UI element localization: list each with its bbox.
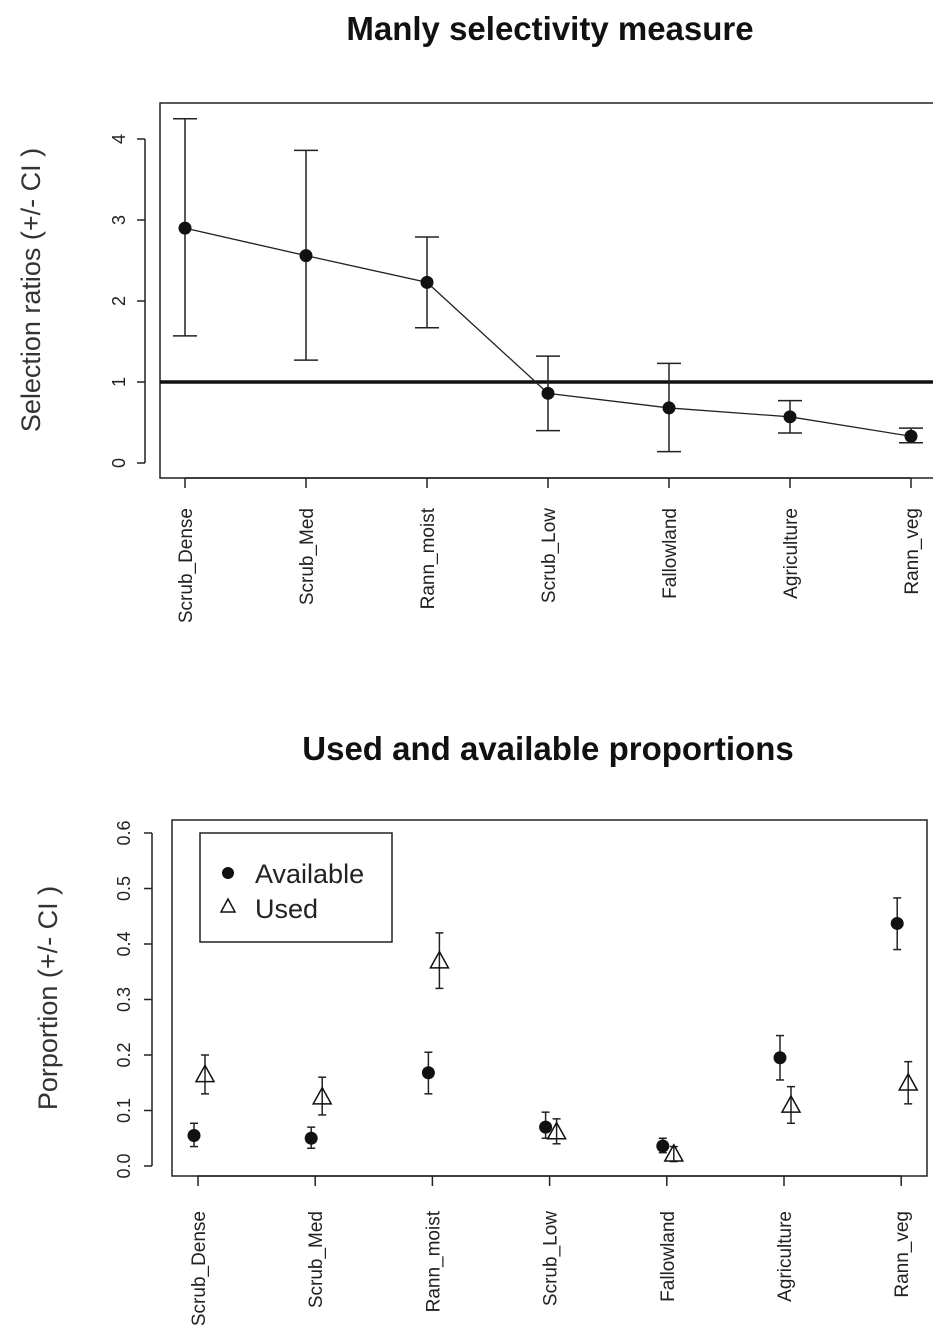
x-axis: Scrub_Dense Scrub_Med Rann_moist Scrub_Low F… <box>189 1175 913 1326</box>
x-tick-label: Rann_veg <box>902 508 923 595</box>
x-tick-label: Scrub_Med <box>306 1211 327 1308</box>
y-tick-label: 3 <box>109 215 129 225</box>
data-point-available <box>890 916 904 930</box>
y-tick-label: 0.5 <box>114 876 134 901</box>
y-tick-label: 0 <box>109 458 129 468</box>
series-marks <box>173 118 923 453</box>
y-axis-label: Porportion (+/- CI ) <box>33 886 63 1110</box>
data-point-used <box>663 1143 685 1162</box>
legend-marker-used <box>219 897 237 913</box>
y-tick-label: 4 <box>109 134 129 144</box>
x-tick-label: Scrub_Low <box>539 508 560 603</box>
y-axis: 0.0 0.1 0.2 0.3 0.4 0.5 0.6 <box>114 820 153 1179</box>
legend-box <box>199 832 393 943</box>
data-point-available <box>421 1066 435 1080</box>
data-point-used <box>311 1086 333 1105</box>
series-marks <box>187 897 919 1163</box>
x-tick-label: Fallowland <box>658 1211 679 1302</box>
data-point-available <box>304 1131 318 1145</box>
data-point <box>904 429 918 443</box>
y-tick-label: 0.1 <box>114 1098 134 1123</box>
data-point <box>541 386 555 400</box>
legend: Available Used <box>199 832 393 943</box>
y-axis: 0 1 2 3 4 <box>109 134 146 468</box>
legend-label-used: Used <box>255 894 318 924</box>
data-point-available <box>773 1051 787 1065</box>
data-point-used <box>429 950 450 969</box>
data-point <box>299 249 313 263</box>
data-point <box>178 221 192 235</box>
x-tick-label: Rann_veg <box>892 1211 913 1298</box>
y-tick-label: 0.4 <box>114 931 134 956</box>
y-tick-label: 0.2 <box>114 1042 134 1067</box>
x-tick-label: Rann_moist <box>418 507 439 609</box>
y-tick-label: 2 <box>109 296 129 306</box>
x-tick-label: Agriculture <box>781 508 802 599</box>
data-point-used <box>780 1094 802 1113</box>
x-tick-label: Scrub_Dense <box>189 1211 210 1326</box>
x-tick-label: Rann_moist <box>423 1210 444 1312</box>
data-point <box>420 275 434 289</box>
x-tick-label: Fallowland <box>660 508 681 599</box>
y-tick-label: 0.3 <box>114 987 134 1012</box>
y-tick-label: 0.0 <box>114 1153 134 1178</box>
legend-label-available: Available <box>255 859 364 889</box>
y-tick-label: 1 <box>109 377 129 387</box>
legend-marker-available <box>222 867 234 879</box>
proportions-chart: Used and available proportions Porportio… <box>33 730 928 1326</box>
y-axis-label: Selection ratios (+/- CI ) <box>16 148 46 432</box>
data-point-available <box>187 1128 201 1142</box>
x-tick-label: Scrub_Low <box>541 1211 562 1306</box>
y-tick-label: 0.6 <box>114 820 134 845</box>
selectivity-chart: Manly selectivity measure Selection rati… <box>16 10 933 623</box>
x-tick-label: Agriculture <box>775 1211 796 1302</box>
x-tick-label: Scrub_Dense <box>176 508 197 623</box>
chart-title: Used and available proportions <box>302 730 793 767</box>
data-point-used <box>546 1121 567 1140</box>
data-point <box>662 401 676 415</box>
data-point-available <box>539 1120 553 1134</box>
x-tick-label: Scrub_Med <box>297 508 318 605</box>
data-point-used <box>194 1063 216 1083</box>
data-point-used <box>897 1072 919 1091</box>
data-point <box>783 410 797 424</box>
x-axis: Scrub_Dense Scrub_Med Rann_moist Scrub_Low F… <box>176 477 923 623</box>
data-point-available <box>656 1139 670 1153</box>
chart-title: Manly selectivity measure <box>346 10 753 47</box>
